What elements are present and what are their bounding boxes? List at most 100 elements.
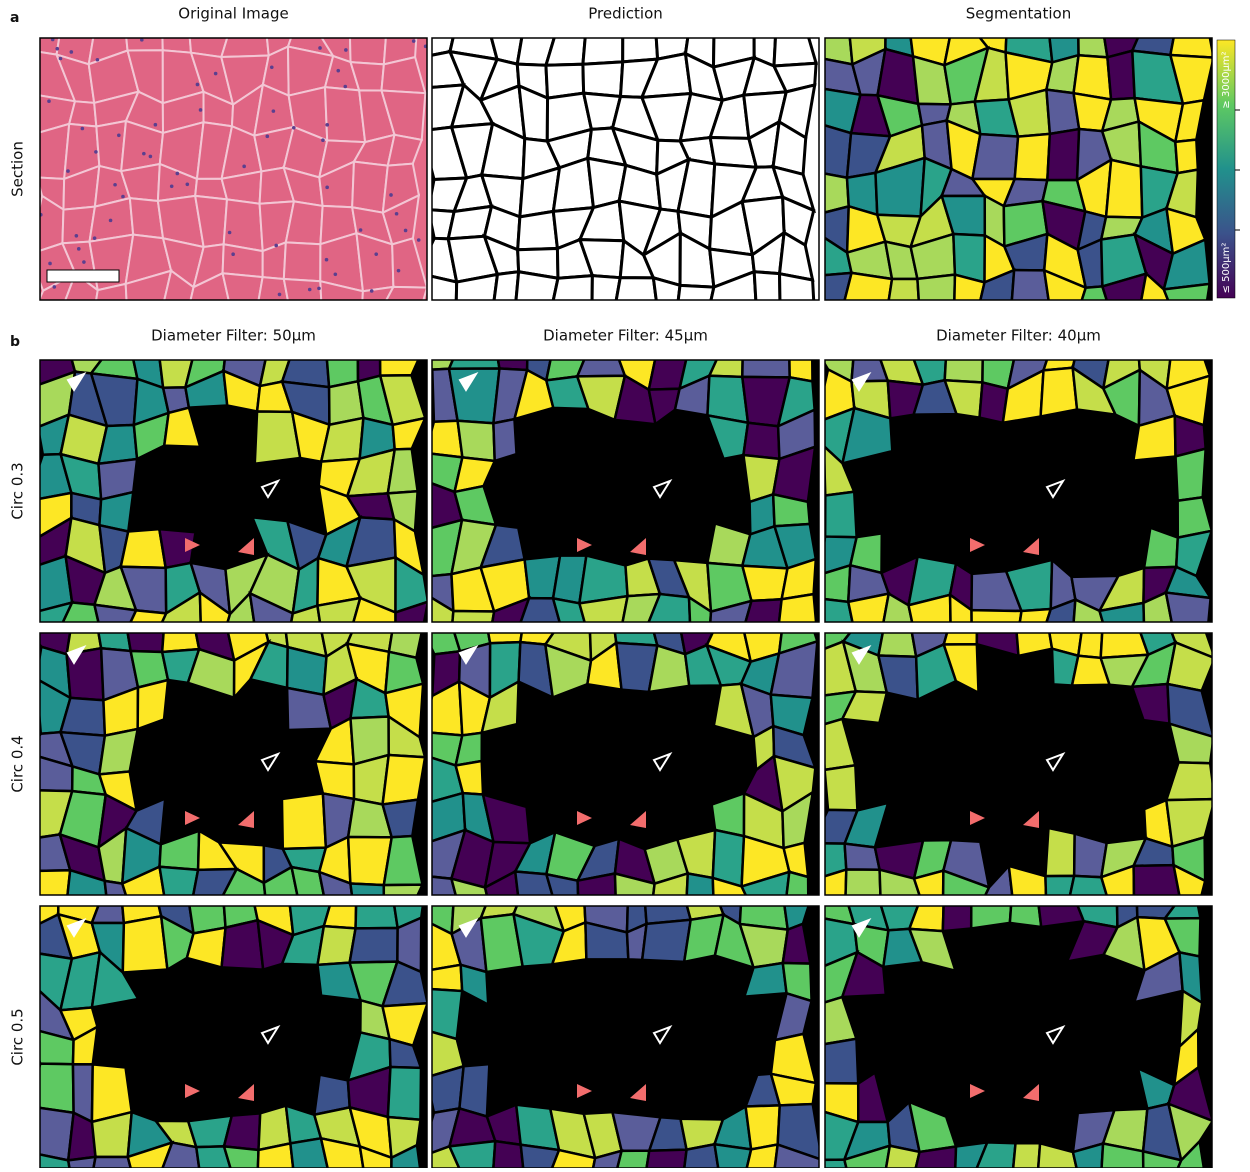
- cell: [358, 336, 381, 381]
- image: [416, 880, 822, 1168]
- nucleus: [231, 252, 235, 256]
- cell: [121, 529, 166, 568]
- image: [416, 606, 819, 922]
- cell: [677, 285, 714, 311]
- figure: a b ≥ 3000µm² ≤ 500µm² Original ImagePre…: [0, 0, 1250, 1168]
- cell: [493, 272, 519, 313]
- nucleus: [359, 228, 363, 232]
- nucleus: [121, 195, 125, 199]
- nucleus: [75, 234, 79, 238]
- column-title: Segmentation: [966, 5, 1071, 23]
- column-title: Diameter Filter: 40µm: [936, 327, 1101, 345]
- nucleus: [96, 58, 100, 62]
- image: [416, 332, 819, 652]
- cell: [352, 162, 388, 213]
- cell: [91, 330, 137, 379]
- nucleus: [412, 39, 416, 43]
- cell: [383, 755, 425, 804]
- nucleus: [343, 85, 347, 89]
- nucleus: [292, 126, 296, 130]
- image: [809, 604, 1215, 925]
- cell: [515, 272, 558, 327]
- cell: [69, 101, 96, 126]
- cell: [1107, 51, 1134, 100]
- cell: [742, 333, 789, 377]
- nucleus: [214, 72, 218, 76]
- nucleus: [274, 244, 278, 248]
- image: [24, 609, 427, 924]
- cell: [1106, 160, 1142, 218]
- panel-label: a: [10, 10, 19, 26]
- cell: [583, 22, 623, 64]
- nucleus: [48, 262, 52, 266]
- nucleus: [47, 99, 51, 103]
- cell: [493, 419, 516, 461]
- nucleus: [82, 260, 86, 264]
- nucleus: [278, 293, 282, 297]
- nucleus: [170, 185, 174, 189]
- cell: [1176, 449, 1206, 501]
- cell: [325, 336, 358, 387]
- nucleus: [317, 287, 321, 291]
- nucleus: [336, 69, 340, 73]
- cell: [124, 12, 163, 50]
- column-title: Prediction: [588, 5, 663, 23]
- cell: [885, 279, 920, 326]
- image: [24, 10, 428, 329]
- nucleus: [55, 47, 59, 51]
- nucleus: [77, 247, 81, 251]
- cell: [613, 278, 658, 319]
- cell: [284, 279, 323, 323]
- nucleus: [417, 238, 421, 242]
- nucleus: [66, 169, 70, 173]
- cell: [284, 242, 321, 281]
- cell: [449, 337, 499, 369]
- column-title: Original Image: [178, 5, 288, 23]
- nucleus: [175, 172, 179, 176]
- cell: [1047, 129, 1079, 180]
- cell: [92, 284, 128, 329]
- cell: [816, 124, 851, 178]
- cell: [458, 421, 495, 461]
- cell: [972, 134, 1018, 179]
- nucleus: [59, 57, 63, 61]
- nucleus: [70, 50, 74, 54]
- cell: [423, 682, 462, 736]
- column-title: Diameter Filter: 45µm: [543, 327, 708, 345]
- cell: [160, 867, 199, 909]
- cell: [774, 18, 816, 66]
- cell: [1041, 368, 1077, 417]
- image: [809, 335, 1212, 652]
- cell: [1170, 13, 1213, 58]
- nucleus: [344, 48, 348, 52]
- row-label: Circ 0.3: [9, 462, 27, 519]
- cell: [287, 647, 326, 695]
- cell: [224, 199, 263, 251]
- cell: [842, 273, 892, 326]
- cell: [518, 211, 558, 249]
- nucleus: [374, 252, 378, 256]
- colorbar-max-label: ≥ 3000µm²: [1221, 51, 1232, 108]
- cell: [449, 1141, 495, 1168]
- image-panels: [24, 10, 1215, 1168]
- nucleus: [93, 236, 97, 240]
- nucleus: [242, 165, 246, 169]
- cell: [649, 646, 689, 693]
- cell: [746, 1105, 780, 1149]
- cell: [642, 1150, 687, 1168]
- cell: [713, 830, 744, 886]
- cell: [546, 21, 586, 65]
- nucleus: [325, 186, 329, 190]
- cell: [642, 920, 691, 962]
- cell: [709, 341, 743, 377]
- image: [809, 879, 1213, 1168]
- cell: [24, 24, 61, 55]
- image: [24, 330, 428, 651]
- cell: [825, 492, 856, 537]
- cell: [1164, 284, 1210, 327]
- cell: [780, 274, 816, 329]
- cell: [1015, 134, 1050, 180]
- nucleus: [318, 46, 322, 50]
- nucleus: [81, 127, 85, 131]
- image: [416, 11, 819, 328]
